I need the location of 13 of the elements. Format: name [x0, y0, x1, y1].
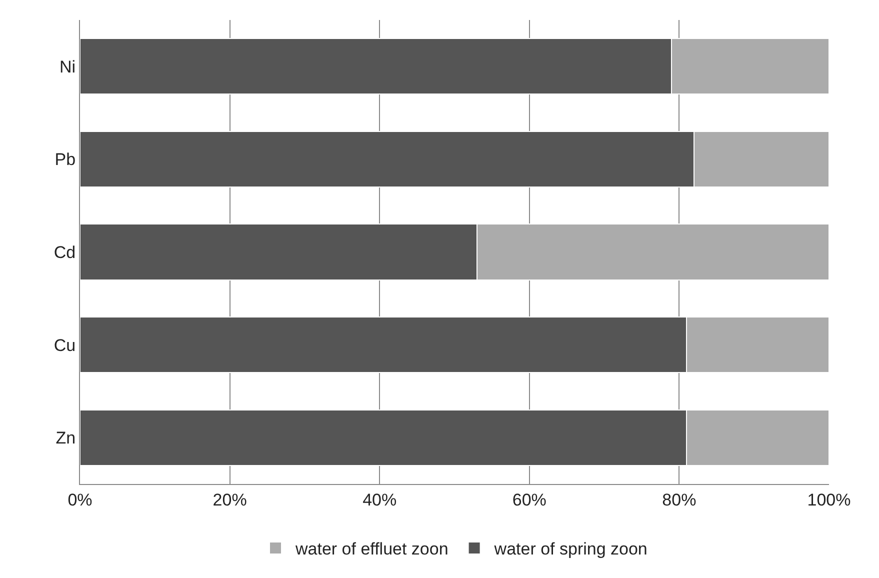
legend-label: water of effluet zoon — [294, 540, 448, 559]
x-tick-label: 0% — [68, 490, 92, 510]
y-tick-label: Zn — [56, 428, 76, 448]
x-tick-label: 60% — [512, 490, 546, 510]
y-tick-label: Pb — [54, 150, 76, 170]
x-tick-label: 100% — [807, 490, 851, 510]
legend-label: water of spring zoon — [493, 540, 648, 559]
y-tick-label: Cu — [54, 336, 76, 355]
x-tick-label: 80% — [662, 490, 696, 510]
x-tick-label: 20% — [212, 490, 247, 510]
y-tick-label: Cd — [54, 242, 76, 262]
x-tick-label: 40% — [362, 490, 397, 510]
y-tick-label: Ni — [60, 57, 76, 76]
